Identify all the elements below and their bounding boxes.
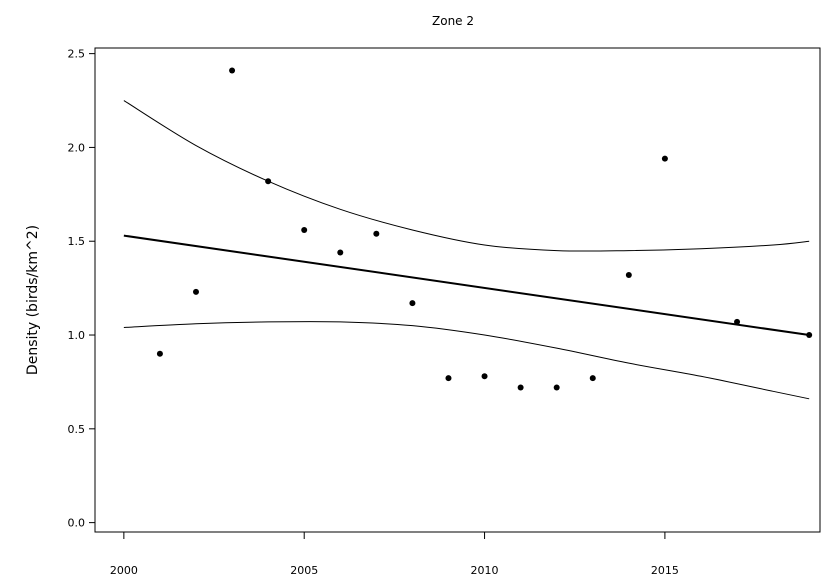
data-point [734, 318, 741, 325]
upper-confidence-curve [123, 100, 810, 252]
plot-frame [94, 47, 821, 533]
y-tick-label: 2.5 [68, 48, 86, 61]
data-point [265, 178, 272, 185]
y-tick-label: 0.5 [68, 423, 86, 436]
y-tick-label: 1.5 [68, 235, 86, 248]
data-point [589, 375, 596, 382]
axis-ticks: 0.0 0.5 1.0 1.5 2.0 2.5 2000 2005 2010 2015 [68, 48, 679, 577]
x-tick-label: 2000 [110, 564, 138, 577]
lower-confidence-curve [123, 321, 810, 400]
data-point [301, 226, 308, 233]
data-point [661, 155, 668, 162]
data-point [806, 332, 813, 339]
data-point [625, 271, 632, 278]
data-point [192, 288, 199, 295]
data-point [553, 384, 560, 391]
y-tick-label: 2.0 [68, 141, 86, 154]
data-point [156, 350, 163, 357]
x-tick-label: 2005 [290, 564, 318, 577]
data-point [229, 67, 236, 74]
x-tick-label: 2015 [651, 564, 679, 577]
trend-line [123, 234, 810, 337]
x-tick-label: 2010 [471, 564, 499, 577]
data-point [373, 230, 380, 237]
data-point [337, 249, 344, 256]
y-axis-label: Density (birds/km^2) [25, 225, 41, 375]
data-points [156, 67, 813, 391]
fit-curves [123, 100, 810, 400]
data-point [481, 373, 488, 380]
y-tick-label: 1.0 [68, 329, 86, 342]
chart-title: Zone 2 [432, 14, 474, 28]
data-point [409, 300, 416, 307]
data-point [445, 375, 452, 382]
data-point [517, 384, 524, 391]
y-tick-label: 0.0 [68, 517, 86, 530]
